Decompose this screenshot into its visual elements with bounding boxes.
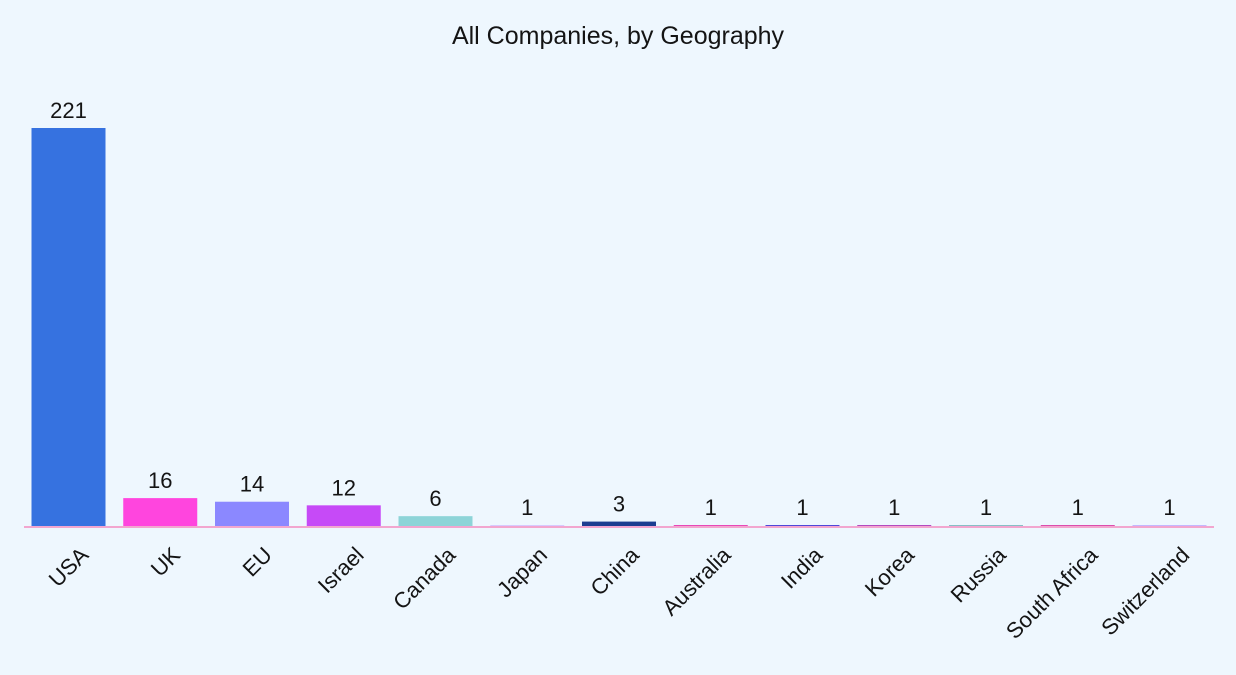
value-label-canada: 6 [429, 486, 441, 511]
value-label-israel: 12 [332, 475, 356, 500]
value-labels-group: 221 16 14 12 6 1 3 1 1 1 1 1 1 [50, 98, 1175, 520]
value-label-eu: 14 [240, 472, 264, 497]
x-tick-label-canada: Canada [388, 542, 461, 615]
bars-group [31, 128, 1207, 527]
bar-uk [123, 498, 198, 527]
bar-usa [31, 128, 106, 527]
value-label-india: 1 [796, 495, 808, 520]
x-tick-label-australia: Australia [657, 542, 736, 621]
value-label-japan: 1 [521, 495, 533, 520]
value-label-uk: 16 [148, 468, 172, 493]
bar-israel [306, 505, 381, 527]
value-label-usa: 221 [50, 98, 87, 123]
x-tick-label-switzerland: Switzerland [1096, 542, 1194, 640]
value-label-switzerland: 1 [1163, 495, 1175, 520]
x-tick-label-israel: Israel [313, 542, 369, 598]
value-label-russia: 1 [980, 495, 992, 520]
chart-title: All Companies, by Geography [452, 22, 785, 50]
x-tick-label-south-africa: South Africa [1001, 542, 1103, 644]
x-tick-label-russia: Russia [946, 542, 1012, 608]
x-tick-label-japan: Japan [492, 542, 552, 602]
x-tick-label-eu: EU [238, 542, 277, 581]
value-label-china: 3 [613, 492, 625, 517]
x-tick-label-usa: USA [44, 542, 94, 592]
bar-canada [398, 516, 473, 527]
x-tick-label-uk: UK [146, 542, 186, 582]
value-label-south-africa: 1 [1072, 495, 1084, 520]
bar-china [582, 521, 656, 527]
x-tick-label-china: China [586, 542, 645, 601]
value-label-korea: 1 [888, 495, 900, 520]
x-tick-label-korea: Korea [860, 542, 920, 602]
value-label-australia: 1 [705, 495, 717, 520]
x-tick-labels-group: USA UK EU Israel Canada Japan China Australia In… [44, 542, 1195, 644]
x-tick-label-india: India [776, 542, 828, 594]
bar-eu [215, 501, 289, 527]
